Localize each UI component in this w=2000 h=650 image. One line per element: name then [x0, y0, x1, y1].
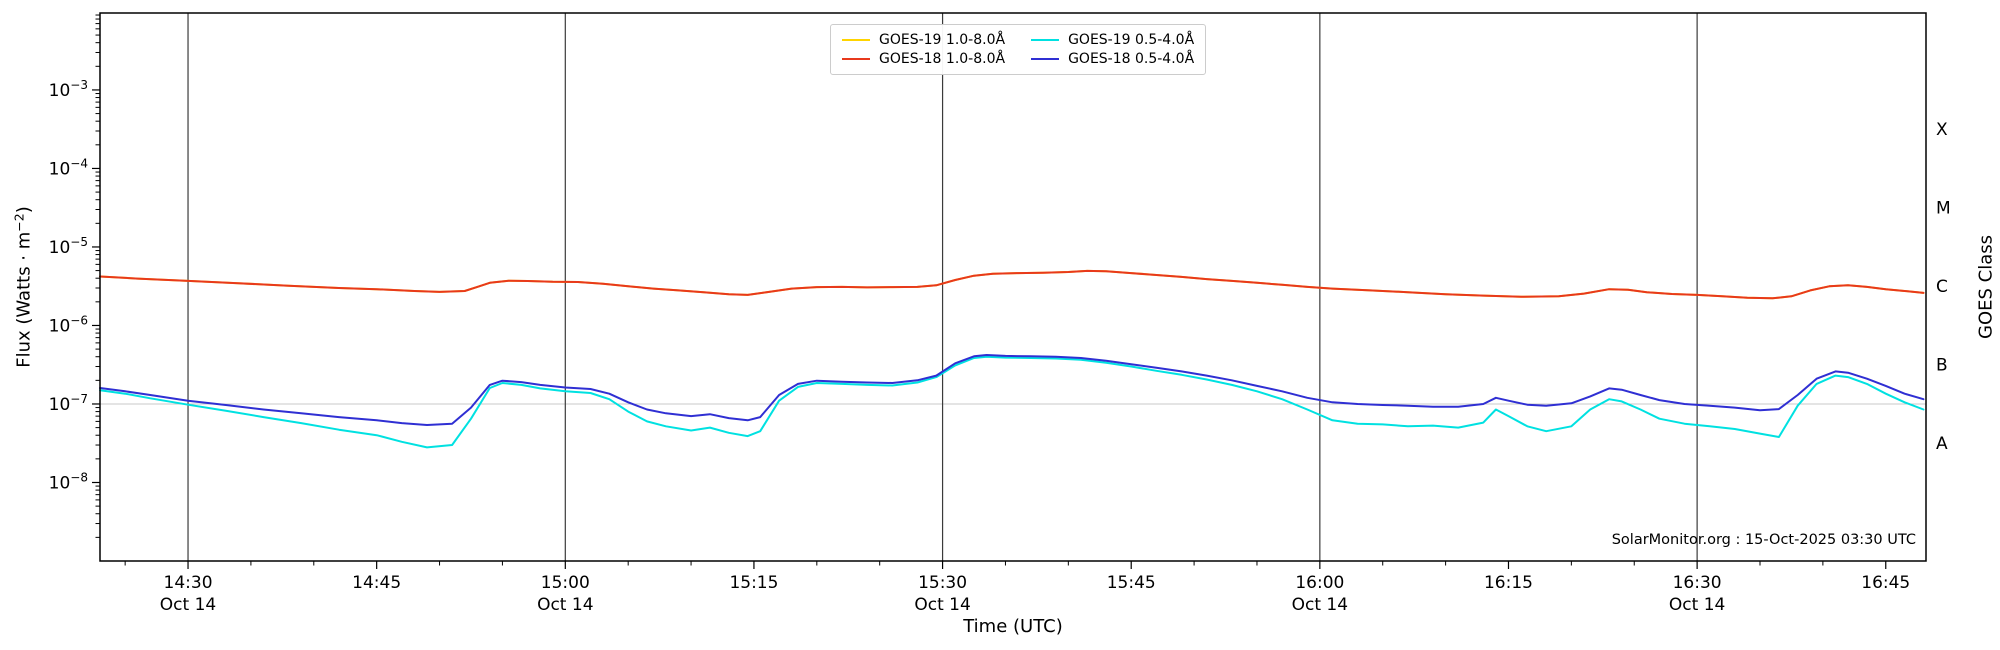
y-axis-title-superscript: −2: [11, 213, 27, 232]
goes-class-axis-title: GOES Class: [1975, 235, 1997, 339]
x-tick-label: 15:00: [541, 573, 590, 593]
x-tick-date-label: Oct 14: [537, 595, 593, 615]
goes-class-letter: B: [1936, 356, 1948, 376]
legend-entry: GOES-18 0.5-4.0Å: [1031, 51, 1194, 67]
legend-line-swatch: [842, 58, 870, 60]
x-tick-date-label: Oct 14: [160, 595, 216, 615]
legend-line-swatch: [1031, 58, 1060, 60]
series-goes-18-0-5-4-0: [99, 354, 1925, 426]
goes-class-letters: X M C B A: [1936, 120, 1951, 454]
series-goes-19-1-0-8-0: [99, 269, 1925, 300]
y-axis-title-suffix: ): [13, 206, 35, 214]
legend-label: GOES-19 1.0-8.0Å: [879, 32, 1006, 48]
x-tick-date-label: Oct 14: [1292, 595, 1348, 615]
legend-entry: GOES-18 1.0-8.0Å: [842, 51, 1005, 67]
legend-label: GOES-18 1.0-8.0Å: [879, 51, 1006, 67]
legend-entry: GOES-19 0.5-4.0Å: [1031, 32, 1194, 48]
goes-class-letter: M: [1936, 199, 1951, 219]
y-tick-label: 10−4: [49, 156, 88, 179]
y-tick-label: 10−3: [49, 78, 88, 101]
y-tick-label: 10−8: [49, 470, 88, 493]
x-tick-date-label: Oct 14: [1669, 595, 1725, 615]
x-tick-label: 15:30: [918, 573, 967, 593]
goes-class-letter: C: [1936, 277, 1948, 297]
y-tick-label: 10−6: [49, 313, 88, 336]
legend-entry: GOES-19 1.0-8.0Å: [842, 32, 1005, 48]
plot-frame: [99, 12, 1927, 562]
vertical-date-gridlines: [187, 13, 1698, 561]
x-tick-label: 16:30: [1673, 573, 1722, 593]
x-tick-label: 14:45: [352, 573, 401, 593]
x-tick-label: 15:45: [1107, 573, 1156, 593]
y-axis-title: Flux (Watts · m−2): [11, 206, 35, 368]
goes-class-letter: A: [1936, 434, 1948, 454]
x-tick-label: 15:15: [729, 573, 778, 593]
legend-line-swatch: [842, 39, 870, 41]
legend: GOES-19 1.0-8.0Å GOES-18 1.0-8.0Å GOES-19 …: [830, 24, 1207, 75]
legend-label: GOES-19 0.5-4.0Å: [1068, 32, 1195, 48]
x-tick-label: 16:45: [1861, 573, 1910, 593]
series-goes-19-0-5-4-0: [99, 355, 1925, 449]
watermark-text: SolarMonitor.org : 15-Oct-2025 03:30 UTC: [1611, 532, 1916, 548]
x-tick-label: 16:00: [1295, 573, 1344, 593]
legend-label: GOES-18 0.5-4.0Å: [1068, 51, 1195, 67]
x-tick-label: 16:15: [1484, 573, 1533, 593]
goes-class-letter: X: [1936, 120, 1948, 140]
y-tick-label: 10−7: [49, 392, 88, 415]
y-tick-label: 10−5: [49, 235, 88, 258]
x-tick-label: 14:30: [164, 573, 213, 593]
series-goes-18-1-0-8-0: [99, 269, 1925, 300]
y-axis-ticks: 10−3 10−4 10−5 10−6 10−7 10−8: [49, 14, 100, 538]
legend-line-swatch: [1031, 39, 1060, 41]
x-tick-date-label: Oct 14: [914, 595, 970, 615]
y-axis-title-text: Flux (Watts · m: [13, 231, 35, 368]
x-axis-title: Time (UTC): [963, 616, 1063, 637]
